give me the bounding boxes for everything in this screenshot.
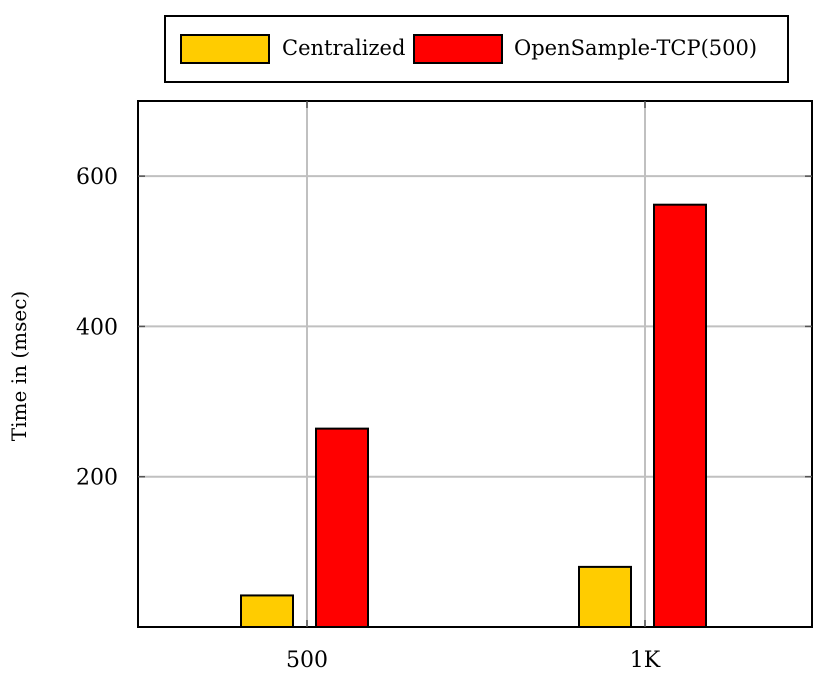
legend-label-opensample: OpenSample-TCP(500) — [514, 36, 757, 60]
bar-centralized-1K — [578, 565, 632, 629]
bar-opensample-1K — [653, 203, 707, 628]
ticks — [138, 101, 812, 627]
bars — [240, 203, 707, 629]
tick-labels: 200 400 600 500 1K — [76, 165, 661, 673]
legend-swatch-centralized — [180, 34, 270, 64]
bar-opensample-500 — [315, 427, 369, 628]
y-tick-label: 200 — [76, 466, 118, 491]
y-tick-label: 600 — [76, 165, 118, 190]
x-tick-label: 1K — [630, 648, 661, 673]
plot-frame — [137, 100, 813, 628]
bar-centralized-500 — [240, 594, 294, 629]
y-axis-label: Time in (msec) — [7, 291, 31, 441]
legend-swatch-opensample — [413, 34, 503, 64]
gridlines — [138, 101, 812, 627]
x-tick-label: 500 — [286, 648, 328, 673]
y-tick-label: 400 — [76, 315, 118, 340]
legend: Centralized OpenSample-TCP(500) — [164, 15, 789, 83]
legend-label-centralized: Centralized — [282, 36, 405, 60]
